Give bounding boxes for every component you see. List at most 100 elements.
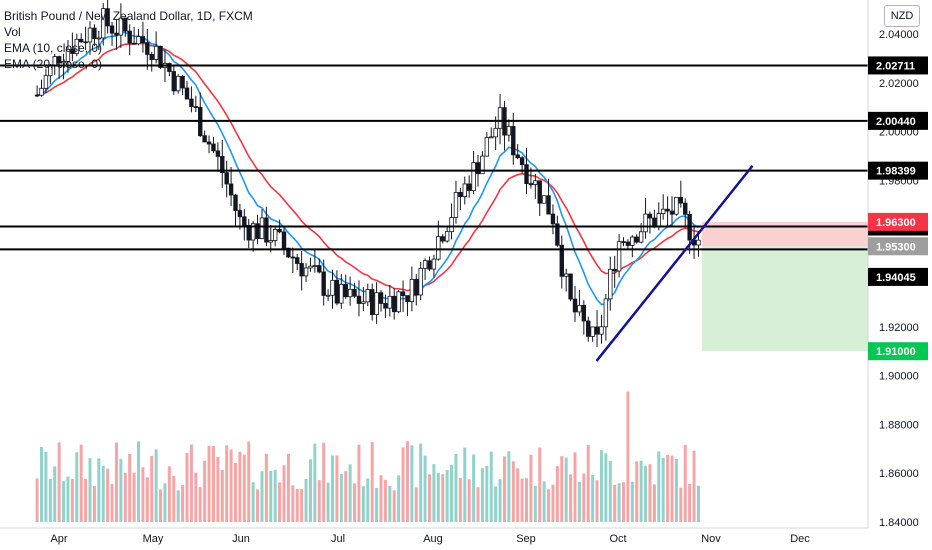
candle-body [462,183,467,197]
volume-bar [573,452,577,522]
candle-body [647,213,653,219]
volume-bar [401,447,405,522]
volume-bar [666,454,670,522]
target-price-label: 1.91000 [876,346,916,358]
candle-body [317,265,322,273]
entry-price-label: 1.95300 [876,241,916,253]
volume-bar [410,445,414,522]
volume-bar [335,455,339,522]
volume-bar [542,481,546,522]
volume-bar [432,464,436,522]
candle-body [61,60,66,64]
candle-body [480,155,485,175]
volume-bar [216,456,220,522]
candle-body [356,295,362,304]
currency-selector[interactable]: NZD [884,5,920,27]
candle-body [158,45,163,68]
volume-bar [551,484,555,522]
volume-bar [317,480,321,522]
volume-bar [53,466,57,522]
target-price-label-bg [868,342,928,361]
volume-bar [511,461,515,522]
volume-bar [414,487,418,522]
candle-body [237,210,243,218]
candle-body [696,239,701,246]
candle-body [489,136,494,139]
candle-body [264,217,269,243]
volume-bar [533,485,537,522]
candle-body [202,135,207,143]
stop-price-label-bg [868,212,928,231]
candle-body [299,263,304,277]
legend-volume[interactable]: Vol [4,25,21,39]
x-tick-label: May [143,533,164,545]
candle-body [555,223,560,246]
candle-body [453,191,459,218]
candle-body [537,180,542,204]
candle-body [656,213,661,228]
volume-bar [238,451,242,522]
candle-body [312,265,318,267]
volume-bar [132,472,136,522]
candle-body [233,194,238,211]
volume-bar [454,453,458,522]
entry-price-label-bg [868,237,928,256]
volume-bar [203,460,207,522]
ema10-line [36,31,699,306]
candle-body [396,291,401,313]
candle-body [374,292,379,315]
volume-bar [630,481,634,522]
candle-body [228,183,234,196]
legend-ema10[interactable]: EMA (10, close, 0) [4,41,103,55]
candle-body [303,267,309,277]
volume-bar [176,490,180,522]
volume-bar [348,464,352,522]
candle-body [250,223,256,241]
candle-body [220,156,225,174]
candle-body [361,301,366,304]
candle-body [149,54,154,60]
candle-body [471,162,476,191]
candle-body [136,36,141,45]
candle-body [405,295,410,302]
candle-body [643,213,648,233]
volume-bar [463,447,467,522]
volume-bar [300,489,304,522]
candle-body [436,236,441,260]
candle-body [541,195,547,204]
volume-bar [370,442,374,522]
extra-price-label: 1.94045 [876,272,916,284]
candle-body [268,240,273,243]
volume-bar [145,477,149,522]
candle-body [665,208,670,212]
volume-bar [291,485,295,522]
x-tick-label: Jul [331,533,345,545]
candle-body [281,231,287,249]
candle-body [101,8,106,39]
volume-bar [70,478,74,522]
volume-bar [123,472,127,522]
legend-symbol[interactable]: British Pound / New Zealand Dollar, 1D, … [4,9,253,23]
candle-body [78,38,84,43]
candle-body [608,268,613,300]
candle-body [546,195,551,215]
level-price-label-bg [868,111,928,130]
legend-ema20[interactable]: EMA (20, close, 0) [4,57,103,71]
volume-bar [586,444,590,522]
candle-body [272,229,278,241]
candle-body [167,63,172,72]
candle-body [123,17,128,32]
candle-body [96,37,102,40]
candle-body [347,288,353,298]
candle-body [519,157,525,166]
volume-bar [92,486,96,522]
volume-bar [366,478,370,522]
volume-bar [494,486,498,522]
volume-bar [392,490,396,522]
candle-body [409,278,415,302]
candle-body [563,273,569,277]
volume-bar [569,474,573,522]
volume-bar [538,447,542,522]
volume-bar [525,478,529,522]
candle-body [352,288,357,297]
